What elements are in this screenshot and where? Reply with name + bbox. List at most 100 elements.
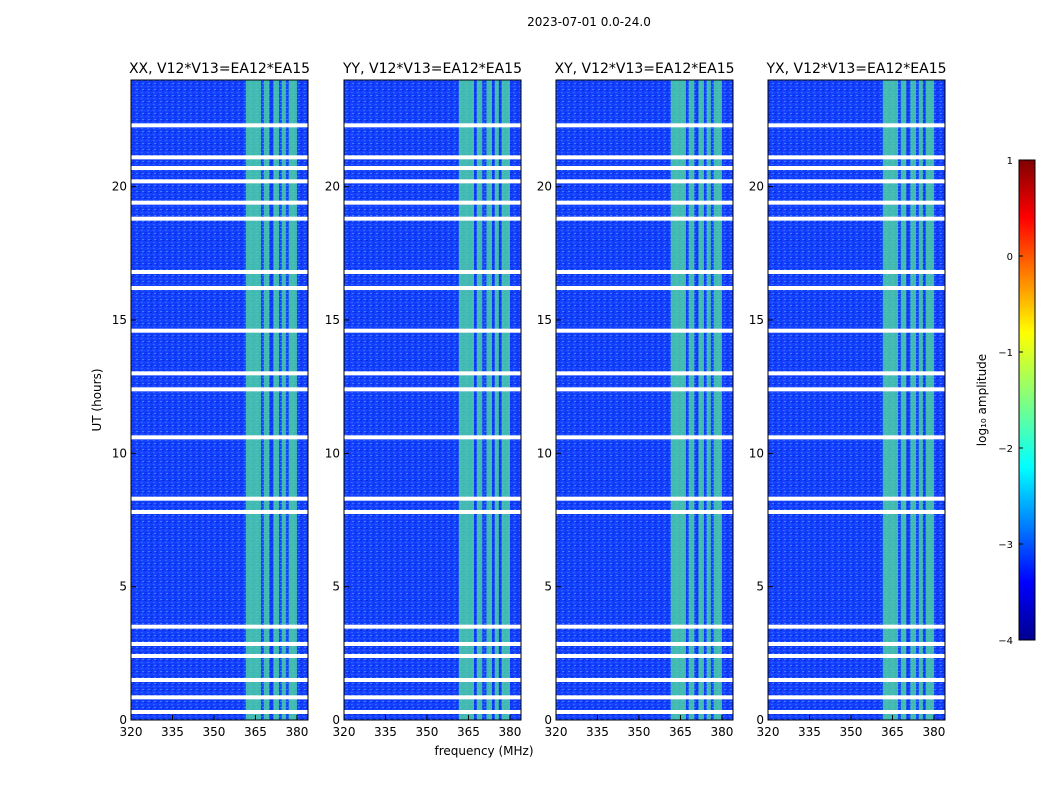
- y-tick-label: 10: [749, 446, 764, 460]
- flagged-row: [344, 710, 521, 714]
- flagged-row: [344, 216, 521, 221]
- rfi-band: [288, 80, 297, 720]
- x-tick-label: 350: [840, 725, 863, 739]
- flagged-row: [131, 710, 308, 714]
- rfi-band: [486, 80, 492, 720]
- colorbar-label-text: log₁₀ amplitude: [975, 354, 989, 446]
- rfi-band: [882, 80, 898, 720]
- flagged-row: [768, 642, 945, 646]
- x-tick-label: 365: [457, 725, 480, 739]
- y-tick-label: 5: [756, 580, 764, 594]
- flagged-row: [131, 510, 308, 514]
- flagged-row: [768, 510, 945, 514]
- rfi-band: [458, 80, 474, 720]
- flagged-row: [131, 654, 308, 658]
- y-tick-label: 20: [112, 180, 127, 194]
- flagged-row: [131, 328, 308, 333]
- x-tick-label: 320: [120, 725, 143, 739]
- flagged-row: [556, 654, 733, 658]
- x-tick-label: 335: [798, 725, 821, 739]
- rfi-band: [706, 80, 711, 720]
- figure-title: 2023-07-01 0.0-24.0: [527, 15, 651, 29]
- flagged-row: [768, 654, 945, 658]
- flagged-row: [768, 166, 945, 170]
- flagged-row: [344, 328, 521, 333]
- colorbar-tick-label: −1: [998, 348, 1013, 359]
- colorbar-tick-label: −2: [998, 444, 1013, 455]
- flagged-row: [344, 166, 521, 170]
- x-tick-label: 320: [545, 725, 568, 739]
- x-tick-label: 335: [161, 725, 184, 739]
- heatmap-background: [131, 80, 308, 720]
- flagged-row: [344, 435, 521, 440]
- x-tick-label: 320: [757, 725, 780, 739]
- flagged-row: [131, 678, 308, 682]
- flagged-row: [131, 123, 308, 128]
- flagged-row: [556, 496, 733, 501]
- heatmap-background: [556, 80, 733, 720]
- flagged-row: [131, 387, 308, 392]
- x-tick-label: 365: [244, 725, 267, 739]
- y-tick-label: 15: [749, 313, 764, 327]
- heatmap-background: [768, 80, 945, 720]
- flagged-row: [556, 166, 733, 170]
- colorbar-gradient: [1018, 159, 1036, 641]
- colorbar-tick-label: 0: [1007, 252, 1013, 263]
- x-tick-label: 350: [203, 725, 226, 739]
- x-tick-label: 380: [498, 725, 521, 739]
- flagged-row: [131, 286, 308, 290]
- y-tick-label: 0: [119, 713, 127, 727]
- flagged-row: [768, 179, 945, 184]
- flagged-row: [768, 155, 945, 160]
- panel-3: XY, V12*V13=EA12*EA15 320 335 350 365 380 0 5 10…: [537, 61, 735, 739]
- flagged-row: [768, 286, 945, 290]
- flagged-row: [344, 510, 521, 514]
- flagged-row: [131, 155, 308, 160]
- x-tick-label: 365: [669, 725, 692, 739]
- rfi-band: [900, 80, 907, 720]
- panel-title: XX, V12*V13=EA12*EA15: [129, 61, 310, 77]
- flagged-row: [131, 695, 308, 700]
- colorbar-tick-label: −3: [998, 540, 1013, 551]
- y-tick-label: 10: [325, 446, 340, 460]
- flagged-row: [768, 678, 945, 682]
- flagged-row: [556, 179, 733, 184]
- y-tick-label: 5: [332, 580, 340, 594]
- flagged-row: [556, 200, 733, 205]
- flagged-row: [768, 200, 945, 205]
- panel-title: XY, V12*V13=EA12*EA15: [554, 61, 734, 77]
- panel-2: YY, V12*V13=EA12*EA15 320 335 350 365 380 0 5 10…: [325, 61, 522, 739]
- colorbar-label: log₁₀ amplitude: [975, 354, 989, 446]
- flagged-row: [556, 510, 733, 514]
- flagged-row: [556, 435, 733, 440]
- y-tick-label: 5: [544, 580, 552, 594]
- flagged-row: [344, 654, 521, 658]
- flagged-row: [768, 435, 945, 440]
- flagged-row: [556, 710, 733, 714]
- rfi-band: [494, 80, 499, 720]
- rfi-band: [281, 80, 286, 720]
- x-tick-label: 350: [628, 725, 651, 739]
- flagged-row: [344, 155, 521, 160]
- rfi-band: [713, 80, 722, 720]
- y-tick-label: 10: [112, 446, 127, 460]
- flagged-row: [556, 387, 733, 392]
- flagged-row: [556, 286, 733, 290]
- flagged-row: [768, 695, 945, 700]
- y-tick-label: 0: [756, 713, 764, 727]
- x-axis-label-text: frequency (MHz): [434, 744, 533, 758]
- x-tick-label: 350: [416, 725, 439, 739]
- flagged-row: [768, 710, 945, 714]
- flagged-row: [131, 624, 308, 629]
- colorbar-ticks: 1 0 −1 −2 −3 −4: [998, 156, 1023, 647]
- flagged-row: [768, 270, 945, 274]
- rfi-band: [501, 80, 510, 720]
- panel-frame: [555, 79, 734, 721]
- rfi-band: [918, 80, 923, 720]
- rfi-band: [688, 80, 695, 720]
- rfi-band: [925, 80, 934, 720]
- flagged-row: [768, 496, 945, 501]
- flagged-row: [131, 371, 308, 376]
- flagged-row: [768, 216, 945, 221]
